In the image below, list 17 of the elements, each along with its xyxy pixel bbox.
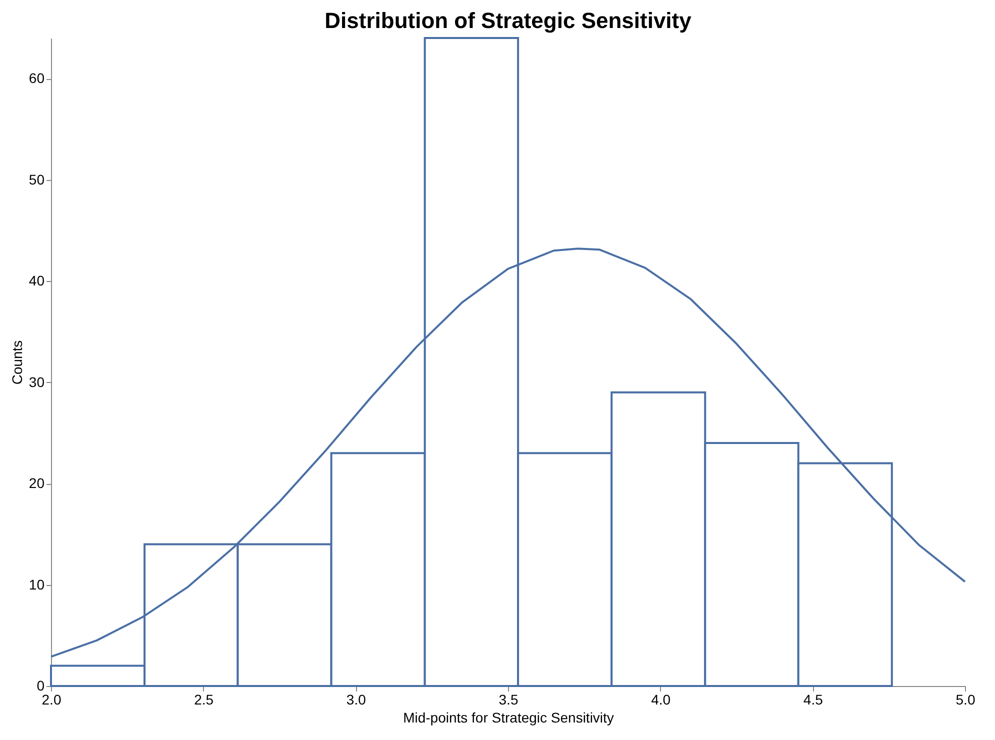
y-tick-label: 60 [28, 70, 45, 86]
y-axis-title: Counts [8, 340, 25, 385]
x-tick-label: 4.0 [651, 692, 671, 708]
y-tick-label: 10 [28, 576, 45, 592]
x-tick-label: 2.5 [194, 692, 214, 708]
x-tick-label: 3.5 [498, 692, 518, 708]
x-axis-title: Mid-points for Strategic Sensitivity [403, 710, 614, 726]
x-tick-label: 4.5 [803, 692, 824, 708]
x-tick-label: 2.0 [42, 692, 62, 708]
y-tick-label: 50 [28, 171, 45, 188]
y-tick-label: 20 [28, 475, 45, 491]
x-tick-label: 5.0 [956, 692, 976, 708]
y-tick-label: 30 [28, 374, 45, 390]
y-tick-label: 40 [28, 272, 45, 288]
x-tick-label: 3.0 [346, 692, 366, 708]
y-tick-label: 0 [36, 678, 45, 694]
chart-title: Distribution of Strategic Sensitivity [324, 8, 692, 33]
